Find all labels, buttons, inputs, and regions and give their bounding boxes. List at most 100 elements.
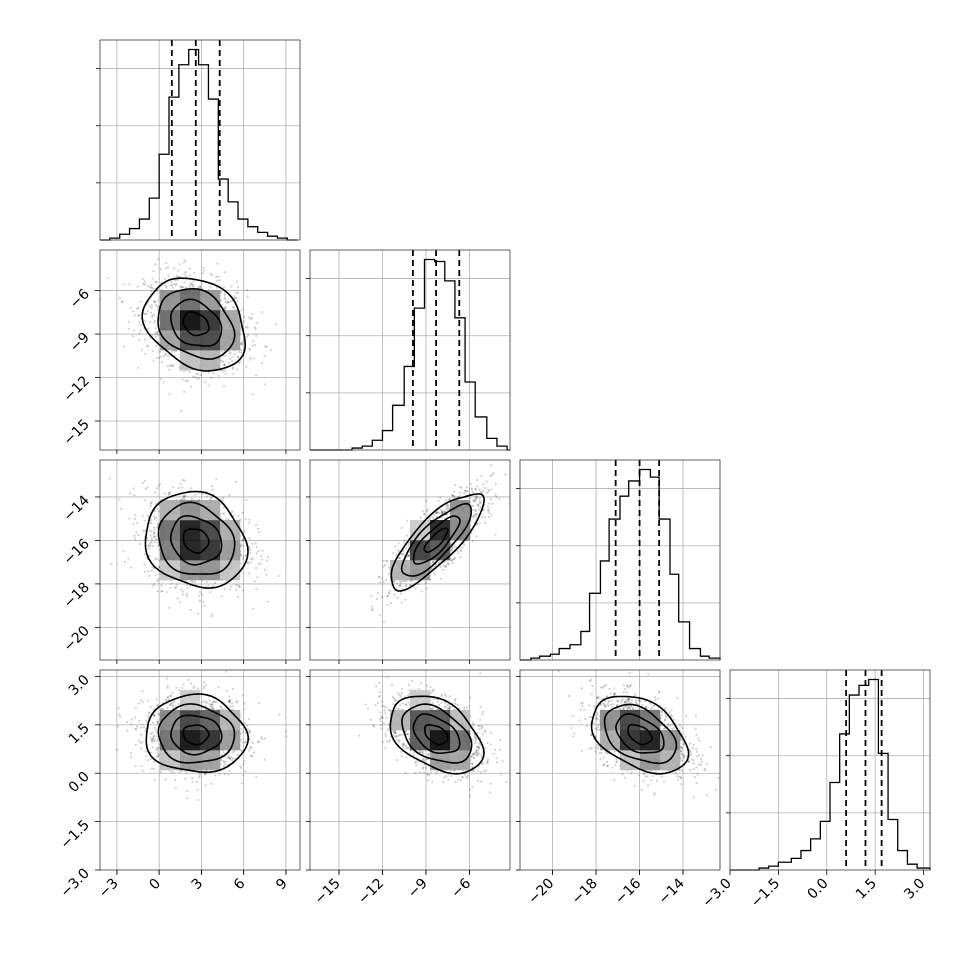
scatter-point [421, 752, 424, 755]
scatter-point [680, 747, 683, 750]
scatter-point [397, 542, 400, 545]
scatter-point [406, 733, 409, 736]
scatter-point [477, 724, 480, 728]
scatter-point [241, 540, 244, 543]
scatter-point [657, 691, 661, 694]
scatter-point [477, 505, 480, 508]
scatter-point [168, 703, 172, 707]
scatter-point [167, 696, 170, 699]
scatter-point [139, 300, 142, 303]
scatter-point [144, 727, 147, 731]
scatter-point [230, 285, 233, 288]
scatter-point [436, 511, 440, 514]
scatter-point [594, 727, 597, 730]
scatter-point [435, 511, 438, 514]
scatter-point [486, 491, 489, 494]
scatter-point [606, 752, 610, 755]
scatter-point [182, 683, 185, 686]
scatter-point [203, 680, 206, 684]
scatter-point [240, 351, 243, 354]
density-cell [180, 690, 201, 711]
scatter-point [679, 776, 682, 779]
scatter-point [194, 376, 197, 379]
histogram-3 [730, 678, 931, 871]
scatter-point [475, 749, 478, 752]
x-tick-label: −18 [569, 876, 601, 908]
scatter-point [151, 739, 154, 742]
scatter-point [437, 703, 441, 707]
density-cell [200, 520, 221, 541]
scatter-point [142, 701, 145, 704]
density-cell [600, 730, 621, 751]
scatter-point [482, 508, 485, 511]
scatter-point [264, 345, 267, 348]
scatter-point [377, 576, 380, 579]
scatter-point [459, 485, 462, 488]
scatter-point [603, 704, 606, 707]
scatter-point [484, 521, 487, 525]
scatter-point [209, 285, 212, 288]
scatter-point [214, 701, 217, 704]
scatter-point [227, 773, 230, 776]
x-tick-label: −6 [448, 875, 474, 901]
scatter-point [168, 606, 171, 609]
scatter-point [705, 762, 708, 765]
scatter-point [386, 728, 389, 731]
scatter-point [676, 697, 679, 700]
scatter-point [420, 590, 423, 593]
scatter-point [489, 743, 492, 746]
scatter-point [408, 738, 411, 741]
scatter-point [399, 581, 403, 584]
scatter-point [474, 500, 477, 503]
scatter-point [472, 756, 475, 759]
scatter-point [149, 705, 152, 709]
scatter-point [225, 518, 228, 521]
scatter-point [613, 750, 617, 753]
scatter-point [626, 697, 630, 701]
scatter-point [154, 281, 157, 284]
scatter-point [614, 692, 617, 695]
scatter-point [688, 768, 692, 772]
scatter-point [189, 282, 192, 285]
scatter-point [211, 707, 214, 711]
scatter-point [228, 700, 231, 703]
scatter-point [402, 549, 405, 552]
scatter-point [150, 541, 153, 544]
scatter-point [478, 496, 481, 499]
scatter-point [404, 703, 407, 706]
scatter-point [633, 784, 636, 787]
scatter-point [216, 262, 219, 265]
scatter-point [155, 516, 158, 520]
scatter-point [379, 581, 382, 584]
scatter-point [169, 694, 172, 697]
scatter-point [385, 560, 388, 563]
scatter-point [409, 584, 412, 587]
scatter-point [471, 721, 474, 724]
scatter-point [441, 693, 444, 696]
scatter-point [714, 788, 717, 791]
scatter-point [171, 364, 174, 367]
scatter-point [141, 741, 144, 744]
scatter-point [229, 698, 232, 702]
scatter-point [463, 706, 466, 709]
scatter-point [137, 533, 140, 537]
scatter-point [378, 717, 382, 721]
scatter-point [150, 738, 153, 741]
scatter-point [171, 704, 174, 707]
scatter-point [405, 546, 408, 550]
scatter-point [384, 746, 387, 749]
scatter-point [578, 719, 581, 722]
scatter-point [400, 526, 403, 529]
scatter-point [141, 769, 144, 772]
scatter-panel-0-2 [99, 459, 301, 661]
scatter-point [162, 381, 165, 384]
scatter-point [169, 703, 172, 707]
scatter-point [210, 376, 213, 379]
scatter-point [610, 703, 613, 706]
scatter-point [191, 285, 194, 288]
scatter-point [392, 731, 395, 734]
scatter-point [202, 685, 205, 688]
scatter-point [229, 351, 232, 354]
scatter-point [210, 703, 213, 706]
scatter-point [454, 702, 457, 705]
